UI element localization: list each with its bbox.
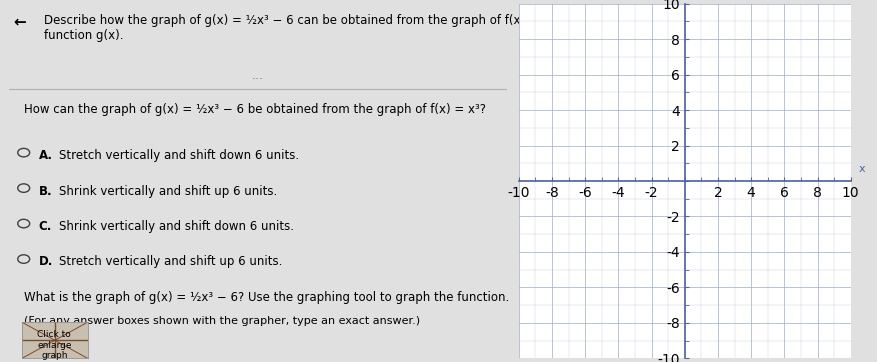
Text: (For any answer boxes shown with the grapher, type an exact answer.): (For any answer boxes shown with the gra… xyxy=(24,316,420,326)
Text: How can the graph of g(x) = ½x³ − 6 be obtained from the graph of f(x) = x³?: How can the graph of g(x) = ½x³ − 6 be o… xyxy=(24,103,486,116)
Text: x: x xyxy=(859,164,866,174)
Text: C.: C. xyxy=(39,220,52,233)
Text: Shrink vertically and shift down 6 units.: Shrink vertically and shift down 6 units… xyxy=(59,220,294,233)
Text: B.: B. xyxy=(39,185,53,198)
Text: Click to
enlarge
graph: Click to enlarge graph xyxy=(37,331,72,360)
Text: ···: ··· xyxy=(252,73,264,86)
Text: Stretch vertically and shift up 6 units.: Stretch vertically and shift up 6 units. xyxy=(59,256,282,269)
Text: Shrink vertically and shift up 6 units.: Shrink vertically and shift up 6 units. xyxy=(59,185,277,198)
Text: What is the graph of g(x) = ½x³ − 6? Use the graphing tool to graph the function: What is the graph of g(x) = ½x³ − 6? Use… xyxy=(24,291,509,304)
Text: ←: ← xyxy=(14,14,26,29)
Text: Describe how the graph of g(x) = ½x³ − 6 can be obtained from the graph of f(x) : Describe how the graph of g(x) = ½x³ − 6… xyxy=(44,14,652,42)
Text: A.: A. xyxy=(39,149,53,162)
Text: Stretch vertically and shift down 6 units.: Stretch vertically and shift down 6 unit… xyxy=(59,149,299,162)
Text: D.: D. xyxy=(39,256,53,269)
